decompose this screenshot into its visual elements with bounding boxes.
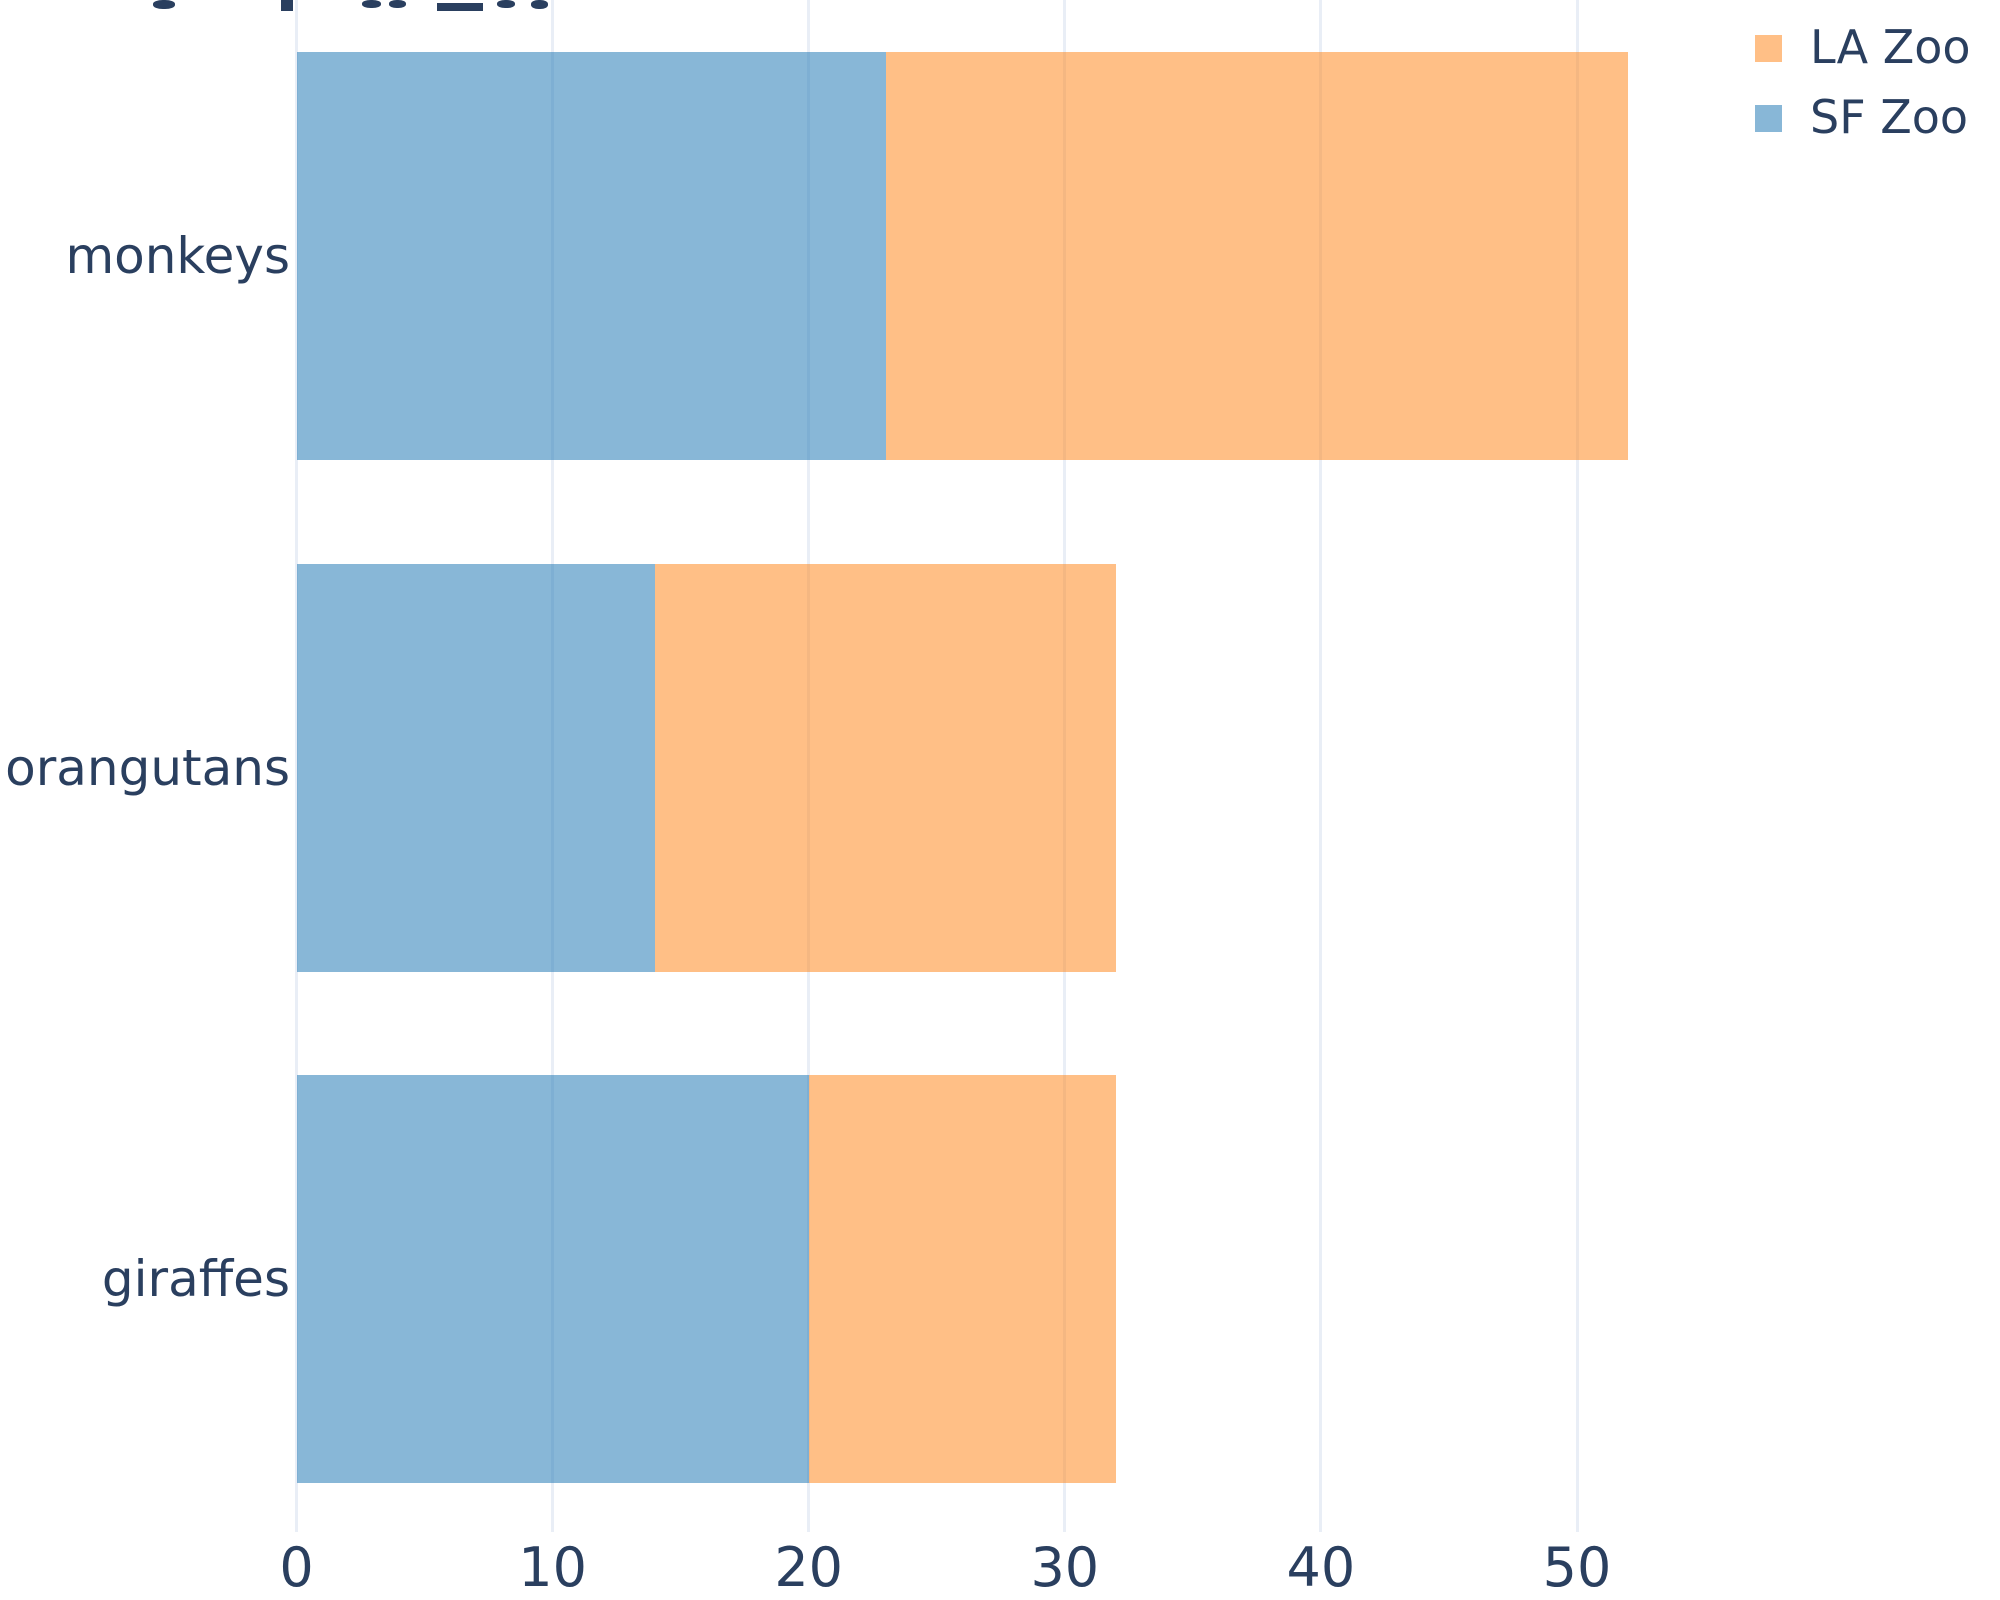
clipped-title-fragment-0: [153, 0, 175, 9]
x-tick-label-40: 40: [1286, 1536, 1356, 1599]
clipped-title-fragment-2: [362, 0, 381, 8]
x-tick-label-50: 50: [1542, 1536, 1612, 1599]
x-tickmark-50: [1575, 1483, 1579, 1532]
gridline-x-40: [1319, 0, 1323, 1483]
gridline-x-50: [1575, 0, 1579, 1483]
x-tickmark-20: [807, 1483, 811, 1532]
category-label-giraffes: giraffes: [101, 1250, 290, 1308]
bar-sf-zoo-monkeys[interactable]: [296, 52, 886, 460]
x-tickmark-30: [1063, 1483, 1067, 1532]
bar-la-zoo-monkeys[interactable]: [885, 52, 1629, 460]
bar-sf-zoo-orangutans[interactable]: [296, 563, 656, 972]
clipped-title-fragment-4: [437, 3, 483, 11]
x-tickmark-40: [1319, 1483, 1323, 1532]
legend-swatch-sf-zoo-icon: [1755, 104, 1782, 132]
category-label-orangutans: orangutans: [5, 738, 290, 797]
legend: LA Zoo SF Zoo: [1755, 20, 1971, 160]
bar-sf-zoo-giraffes[interactable]: [296, 1075, 809, 1483]
x-tickmark-10: [551, 1483, 555, 1532]
clipped-title-fragment-6: [531, 0, 548, 9]
bar-la-zoo-giraffes[interactable]: [808, 1075, 1116, 1483]
legend-item-la-zoo[interactable]: LA Zoo: [1755, 20, 1971, 76]
x-tickmark-0: [295, 1483, 298, 1532]
clipped-title-fragment-3: [389, 0, 406, 8]
x-tick-label-0: 0: [279, 1536, 314, 1599]
x-tick-label-30: 30: [1030, 1536, 1100, 1599]
x-tick-label-10: 10: [518, 1536, 587, 1599]
legend-swatch-la-zoo-icon: [1755, 34, 1782, 62]
legend-item-sf-zoo[interactable]: SF Zoo: [1755, 90, 1971, 146]
clipped-title-fragment-5: [497, 0, 515, 8]
x-tick-label-20: 20: [774, 1536, 844, 1599]
category-label-monkeys: monkeys: [65, 227, 290, 285]
bar-la-zoo-orangutans[interactable]: [655, 563, 1116, 972]
legend-label-la-zoo: LA Zoo: [1810, 20, 1971, 75]
clipped-title-fragment-1: [281, 0, 293, 11]
legend-label-sf-zoo: SF Zoo: [1810, 90, 1969, 145]
